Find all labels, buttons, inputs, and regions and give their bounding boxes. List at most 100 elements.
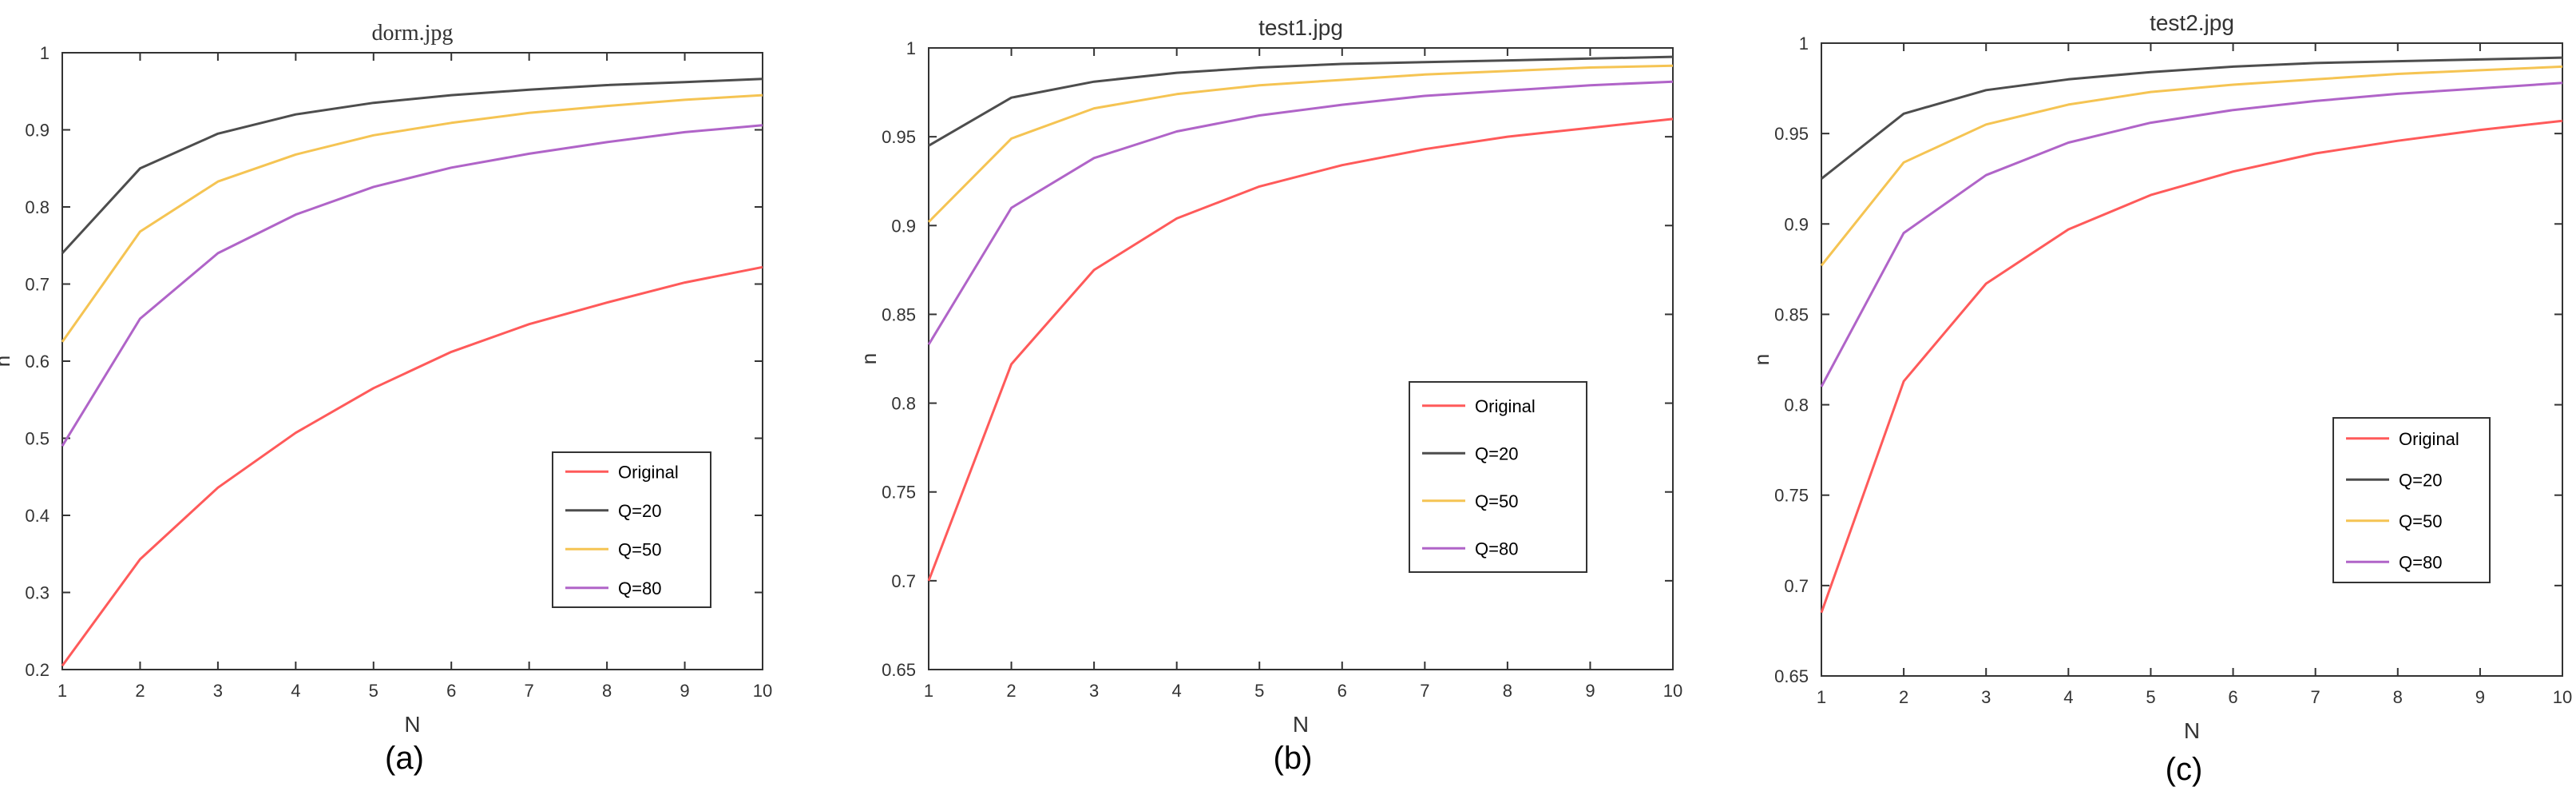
y-tick-label: 0.2: [25, 660, 50, 680]
x-tick-label: 9: [680, 681, 689, 701]
legend-entry: Original: [1475, 396, 1536, 416]
chart-panel-b: 1 2 3 4 5 6 7 8 9 10 0.65 0.7 0.75 0.8 0.85 0.9 0.95 1 tes…: [857, 15, 1682, 776]
x-tick-label: 2: [1899, 687, 1908, 707]
chart-title: test2.jpg: [2150, 10, 2234, 35]
legend-box: [1409, 381, 1587, 573]
chart-title: test1.jpg: [1258, 15, 1343, 40]
x-tick-label: 4: [291, 681, 300, 701]
series-line-q-20: [928, 55, 1674, 147]
legend: Original Q=20 Q=50 Q=80: [2332, 417, 2491, 583]
x-tick-label: 6: [1338, 681, 1347, 701]
x-tick-label: 2: [135, 681, 145, 701]
y-tick-label: 0.75: [882, 483, 916, 503]
y-tick-label: 1: [906, 38, 916, 58]
x-tick-label: 1: [1817, 687, 1826, 707]
y-tick-label: 0.75: [1774, 486, 1809, 506]
legend-entry: Original: [2399, 429, 2459, 449]
x-tick-label: 7: [2311, 687, 2320, 707]
y-tick-label: 0.9: [891, 216, 916, 236]
series-line-q-50: [1820, 65, 2563, 267]
y-tick-label: 1: [40, 43, 50, 63]
y-tick-label: 0.8: [25, 197, 50, 217]
y-tick-label: 0.7: [891, 571, 916, 591]
series-line-original: [927, 117, 1674, 582]
x-tick-label: 9: [1585, 681, 1595, 701]
x-tick-label: 2: [1006, 681, 1016, 701]
x-tick-label: 3: [213, 681, 223, 701]
y-tick-label: 0.8: [891, 394, 916, 414]
x-tick-label: 10: [1663, 681, 1682, 701]
x-tick-label: 3: [1089, 681, 1099, 701]
x-axis-label: N: [1293, 712, 1309, 737]
x-tick-label: 8: [602, 681, 612, 701]
x-tick-label: 7: [1420, 681, 1429, 701]
legend-entry: Q=80: [2399, 552, 2442, 572]
series-line-q-20: [1821, 56, 2563, 180]
panel-caption: (c): [2166, 752, 2203, 787]
legend-entry: Q=50: [2399, 511, 2442, 531]
panel-caption: (a): [385, 741, 424, 776]
series-line-q-80: [1820, 81, 2563, 388]
y-tick-label: 0.5: [25, 429, 50, 449]
y-tick-label: 0.65: [882, 660, 916, 680]
y-axis-label: n: [0, 356, 14, 367]
legend-entry: Q=80: [618, 578, 661, 598]
x-axis-label: N: [2184, 718, 2200, 743]
legend-entry: Q=20: [2399, 470, 2442, 490]
y-tick-label: 0.9: [1784, 214, 1809, 234]
legend-entry: Q=20: [1475, 443, 1518, 463]
chart-title: dorm.jpg: [372, 21, 454, 46]
x-axis-label: N: [404, 712, 420, 737]
y-tick-label: 0.7: [25, 275, 50, 295]
x-tick-label: 10: [2553, 687, 2572, 707]
x-tick-label: 8: [2393, 687, 2403, 707]
legend-entry: Q=80: [1475, 539, 1518, 559]
x-tick-label: 6: [2228, 687, 2237, 707]
y-tick-label: 1: [1799, 34, 1809, 54]
x-tick-label: 5: [369, 681, 378, 701]
x-tick-label: 10: [753, 681, 772, 701]
x-tick-label: 8: [1503, 681, 1512, 701]
y-tick-label: 0.4: [25, 506, 50, 526]
legend: Original Q=20 Q=50 Q=80: [1409, 381, 1587, 573]
plot-area: [928, 47, 1674, 670]
x-tick-label: 4: [2063, 687, 2073, 707]
legend-entry: Q=50: [618, 539, 661, 559]
y-tick-label: 0.95: [882, 127, 916, 147]
legend: Original Q=20 Q=50 Q=80: [552, 451, 711, 608]
series-line-original: [1820, 119, 2563, 614]
x-tick-label: 4: [1172, 681, 1182, 701]
series-line-q-80: [927, 80, 1674, 345]
panel-caption: (b): [1274, 741, 1313, 776]
x-tick-label: 5: [2146, 687, 2155, 707]
legend-entry: Q=50: [1475, 491, 1518, 511]
y-tick-label: 0.85: [1774, 304, 1809, 324]
y-tick-label: 0.9: [25, 121, 50, 141]
x-tick-label: 1: [924, 681, 933, 701]
legend-box: [2332, 417, 2491, 583]
series-line-q-20: [61, 78, 763, 254]
y-tick-label: 0.3: [25, 583, 50, 603]
series-line-q-50: [61, 93, 763, 343]
y-tick-label: 0.7: [1784, 576, 1809, 596]
x-tick-label: 6: [446, 681, 456, 701]
y-tick-label: 0.95: [1774, 124, 1809, 144]
x-tick-label: 9: [2475, 687, 2485, 707]
y-tick-label: 0.65: [1774, 666, 1809, 686]
y-tick-label: 0.6: [25, 352, 50, 372]
x-tick-label: 3: [1981, 687, 1991, 707]
legend-entry: Original: [618, 462, 679, 482]
legend-entry: Q=20: [618, 501, 661, 521]
y-tick-label: 0.85: [882, 304, 916, 324]
chart-panel-c: 1 2 3 4 5 6 7 8 9 10 0.65 0.7 0.75 0.8 0.85 0.9 0.95 1 tes…: [1750, 10, 2572, 787]
x-tick-label: 7: [525, 681, 534, 701]
legend-box: [552, 451, 711, 608]
series-line-q-80: [61, 124, 763, 447]
series-line-original: [61, 265, 763, 667]
chart-panel-a: 1 2 3 4 5 6 7 8 9 10 0.2 0.3 0.4 0.5 0.6 0.7 0.8 0.9 1 dorm…: [0, 21, 772, 776]
x-tick-label: 5: [1254, 681, 1264, 701]
y-tick-label: 0.8: [1784, 396, 1809, 415]
y-axis-label: n: [857, 353, 881, 364]
series-line-q-50: [927, 64, 1674, 223]
